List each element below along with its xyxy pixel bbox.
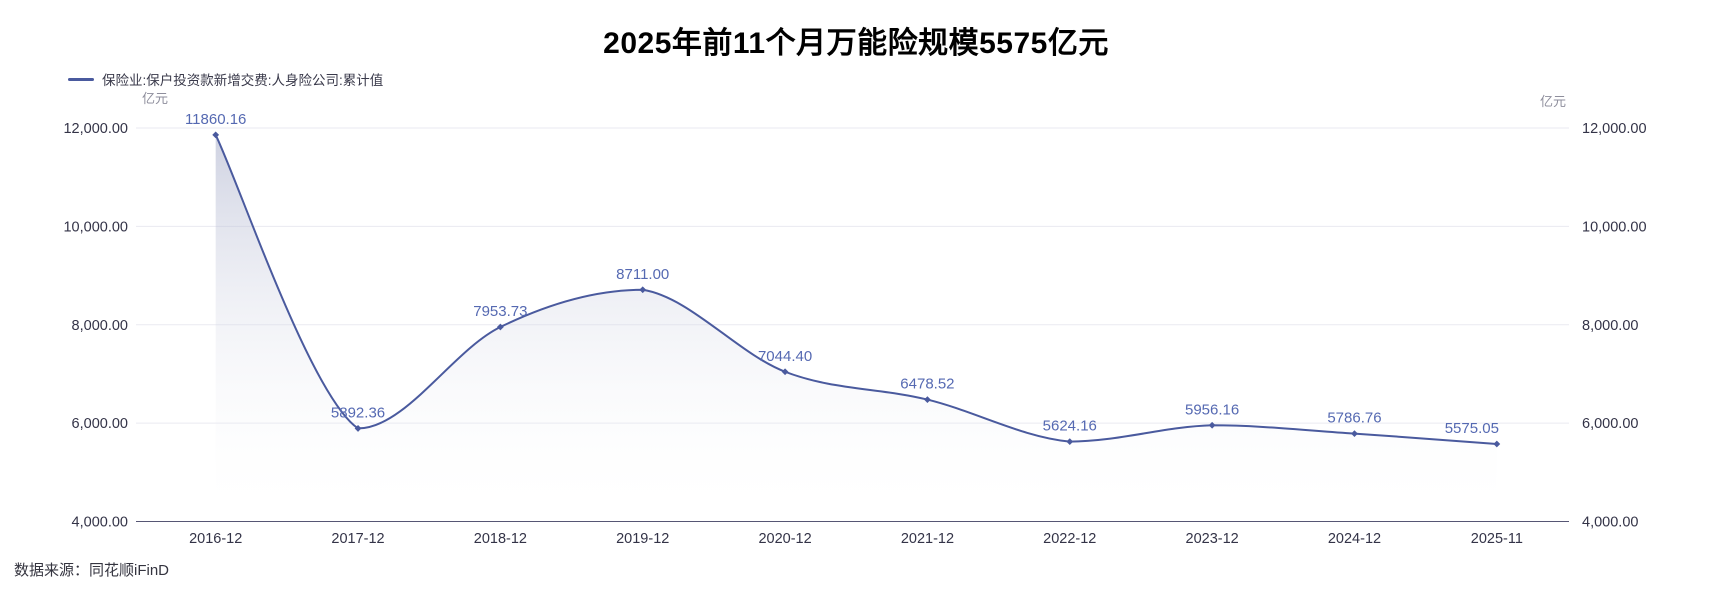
y-axis-tick-label-left: 8,000.00 <box>72 318 128 334</box>
x-axis-tick-label: 2025-11 <box>1471 531 1523 547</box>
data-point-marker <box>1208 421 1216 429</box>
y-axis-tick-label-left: 6,000.00 <box>72 416 128 432</box>
data-point-label: 7953.73 <box>473 303 527 320</box>
legend-item[interactable]: 保险业:保户投资款新增交费:人身险公司:累计值 <box>68 69 383 89</box>
series-line <box>214 133 1498 446</box>
x-axis-tick-label: 2018-12 <box>474 531 527 547</box>
y-axis-tick-label-right: 12,000.00 <box>1582 121 1647 137</box>
x-axis-tick-label: 2024-12 <box>1328 531 1381 547</box>
x-axis-tick-label: 2020-12 <box>758 531 811 547</box>
data-point-label: 5575.05 <box>1445 420 1499 437</box>
series-area-fill <box>215 134 1497 522</box>
x-axis-tick-label: 2016-12 <box>189 531 242 547</box>
data-point-label: 5892.36 <box>331 404 385 421</box>
data-point-marker <box>212 131 220 139</box>
x-axis-tick-label: 2019-12 <box>616 531 669 547</box>
data-point-label: 5624.16 <box>1043 418 1097 435</box>
x-axis-tick-label: 2022-12 <box>1043 531 1096 547</box>
y-axis-unit-label-right: 亿元 <box>1540 94 1567 109</box>
data-point-label: 5786.76 <box>1327 410 1381 427</box>
x-axis-tick-label: 2021-12 <box>901 531 954 547</box>
chart-title: 2025年前11个月万能险规模5575亿元 <box>603 27 1109 60</box>
data-point-marker <box>639 286 647 294</box>
data-point-marker <box>1493 440 1501 448</box>
data-point-marker <box>924 396 931 403</box>
y-axis-tick-label-right: 6,000.00 <box>1582 416 1638 432</box>
y-axis-unit-label-left: 亿元 <box>142 91 169 106</box>
data-point-label: 6478.52 <box>900 376 954 393</box>
y-axis-tick-label-right: 8,000.00 <box>1582 318 1638 334</box>
legend-label: 保险业:保户投资款新增交费:人身险公司:累计值 <box>102 73 384 88</box>
data-point-label: 8711.00 <box>616 266 669 283</box>
data-point-label: 5956.16 <box>1185 401 1239 418</box>
x-axis-tick-label: 2023-12 <box>1186 531 1239 547</box>
x-axis-tick-label: 2017-12 <box>331 531 384 547</box>
data-point-marker <box>1351 430 1358 438</box>
legend-line-icon <box>68 77 94 81</box>
data-point-label: 11860.16 <box>185 111 246 128</box>
data-point-marker <box>354 425 362 432</box>
data-point-marker <box>1066 438 1074 446</box>
y-axis-tick-label-right: 10,000.00 <box>1582 219 1647 235</box>
y-axis-tick-label-left: 12,000.00 <box>63 121 128 137</box>
data-source-note: 数据来源：同花顺iFinD <box>14 562 170 579</box>
y-axis-tick-label-right: 4,000.00 <box>1582 515 1638 531</box>
data-point-marker <box>781 368 789 376</box>
y-axis-tick-label-left: 4,000.00 <box>72 515 128 531</box>
y-axis-tick-label-left: 10,000.00 <box>63 219 128 235</box>
data-point-marker <box>496 323 504 331</box>
data-point-label: 7044.40 <box>758 348 812 365</box>
